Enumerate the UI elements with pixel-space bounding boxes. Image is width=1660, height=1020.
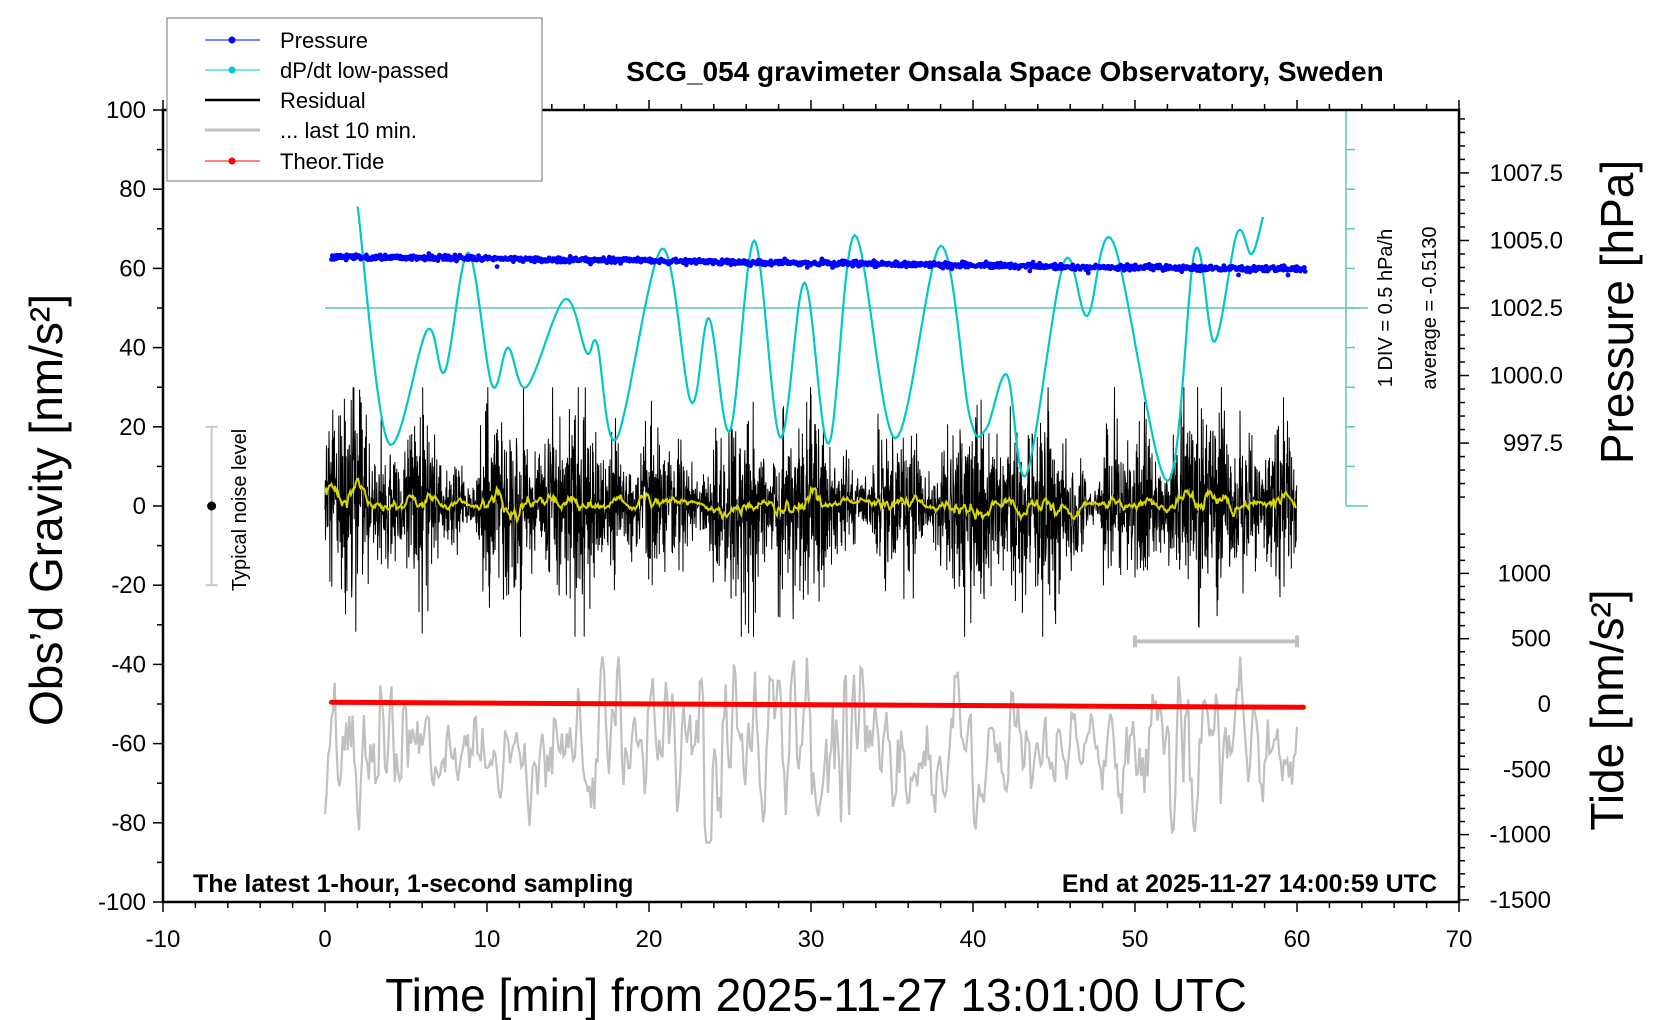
tide-tick-label: 500 (1511, 626, 1551, 653)
y-tick-label: 100 (106, 97, 146, 124)
tide-tick-label: 1000 (1498, 560, 1551, 587)
y-tick-label: 0 (133, 493, 146, 520)
x-tick-label: 10 (474, 926, 501, 953)
legend-label: dP/dt low-passed (280, 58, 449, 83)
sampling-note: The latest 1-hour, 1-second sampling (193, 870, 633, 898)
legend-label: Pressure (280, 28, 368, 53)
axis-ticks: -10 0 10 20 30 40 50 60 70100806040200-20-40-60-… (98, 97, 1563, 953)
y-tick-label: -60 (111, 731, 146, 758)
pressure-tick-label: 1007.5 (1490, 160, 1563, 187)
residual-smoothed-line (324, 477, 1298, 525)
legend-entry-pressure: Pressure (205, 28, 368, 53)
pressure-point (1027, 268, 1033, 274)
tide-tick-label: -1500 (1490, 887, 1551, 914)
pressure-point (494, 264, 500, 269)
average-label: average = -0.5130 (1419, 227, 1441, 390)
pressure-point (1030, 259, 1036, 265)
pressure-point (1302, 269, 1308, 274)
legend-entry-dpdt: dP/dt low-passed (205, 58, 449, 83)
x-tick-label: 60 (1284, 926, 1311, 953)
x-tick-label: 40 (960, 926, 987, 953)
y-tick-label: -100 (98, 889, 146, 916)
pressure-point (1251, 263, 1257, 269)
legend-entry-residual: Residual (205, 88, 366, 113)
tide-tick-label: -1000 (1490, 822, 1551, 849)
y-tick-label: 20 (119, 414, 146, 441)
y-tick-label: 80 (119, 176, 146, 203)
tide-tick-label: 0 (1538, 691, 1551, 718)
x-tick-label: -10 (146, 926, 181, 953)
legend-entry-last-10-min: ... last 10 min. (205, 118, 417, 143)
legend: Pressure dP/dt low-passed Residual ... l… (166, 17, 543, 182)
pressure-point (1236, 272, 1241, 278)
noise-level-dot (207, 501, 217, 511)
chart-title: SCG_054 gravimeter Onsala Space Observat… (626, 56, 1383, 87)
noise-level-label: Typical noise level (229, 429, 251, 591)
y-tick-label: 40 (119, 335, 146, 362)
x-axis-label: Time [min] from 2025-11-27 13:01:00 UTC (385, 969, 1247, 1020)
pressure-tick-label: 1000.0 (1490, 363, 1563, 390)
pressure-point (1085, 270, 1091, 276)
tide-axis-label: Tide [nm/s²] (1581, 589, 1633, 830)
y-axis-label: Obs’d Gravity [nm/s²] (20, 294, 72, 726)
pressure-tick-label: 997.5 (1503, 430, 1563, 457)
plot-marks (205, 109, 1368, 844)
residual-line (324, 387, 1298, 637)
pressure-tick-label: 1005.0 (1490, 227, 1563, 254)
y-tick-label: -40 (111, 651, 146, 678)
legend-label: Residual (280, 88, 366, 113)
theor-tide-line (328, 699, 1306, 710)
y-tick-label: 60 (119, 255, 146, 282)
x-tick-label: 50 (1122, 926, 1149, 953)
y-tick-label: -20 (111, 572, 146, 599)
tide-tick-label: -500 (1503, 756, 1551, 783)
last-10-min-line (323, 656, 1299, 844)
x-tick-label: 30 (798, 926, 825, 953)
div-scale-label: 1 DIV = 0.5 hPa/h (1375, 229, 1397, 387)
pressure-tick-label: 1002.5 (1490, 295, 1563, 322)
x-tick-label: 70 (1446, 926, 1473, 953)
legend-entry-theor-tide: Theor.Tide (205, 149, 384, 174)
x-tick-label: 0 (318, 926, 331, 953)
end-time-note: End at 2025-11-27 14:00:59 UTC (1062, 870, 1437, 898)
legend-label: ... last 10 min. (280, 118, 417, 143)
pressure-axis-label: Pressure [hPa] (1591, 160, 1643, 464)
pressure-point (1285, 272, 1291, 278)
y-tick-label: -80 (111, 810, 146, 837)
pressure-point (1301, 265, 1307, 270)
x-tick-label: 20 (636, 926, 663, 953)
legend-label: Theor.Tide (280, 149, 384, 174)
